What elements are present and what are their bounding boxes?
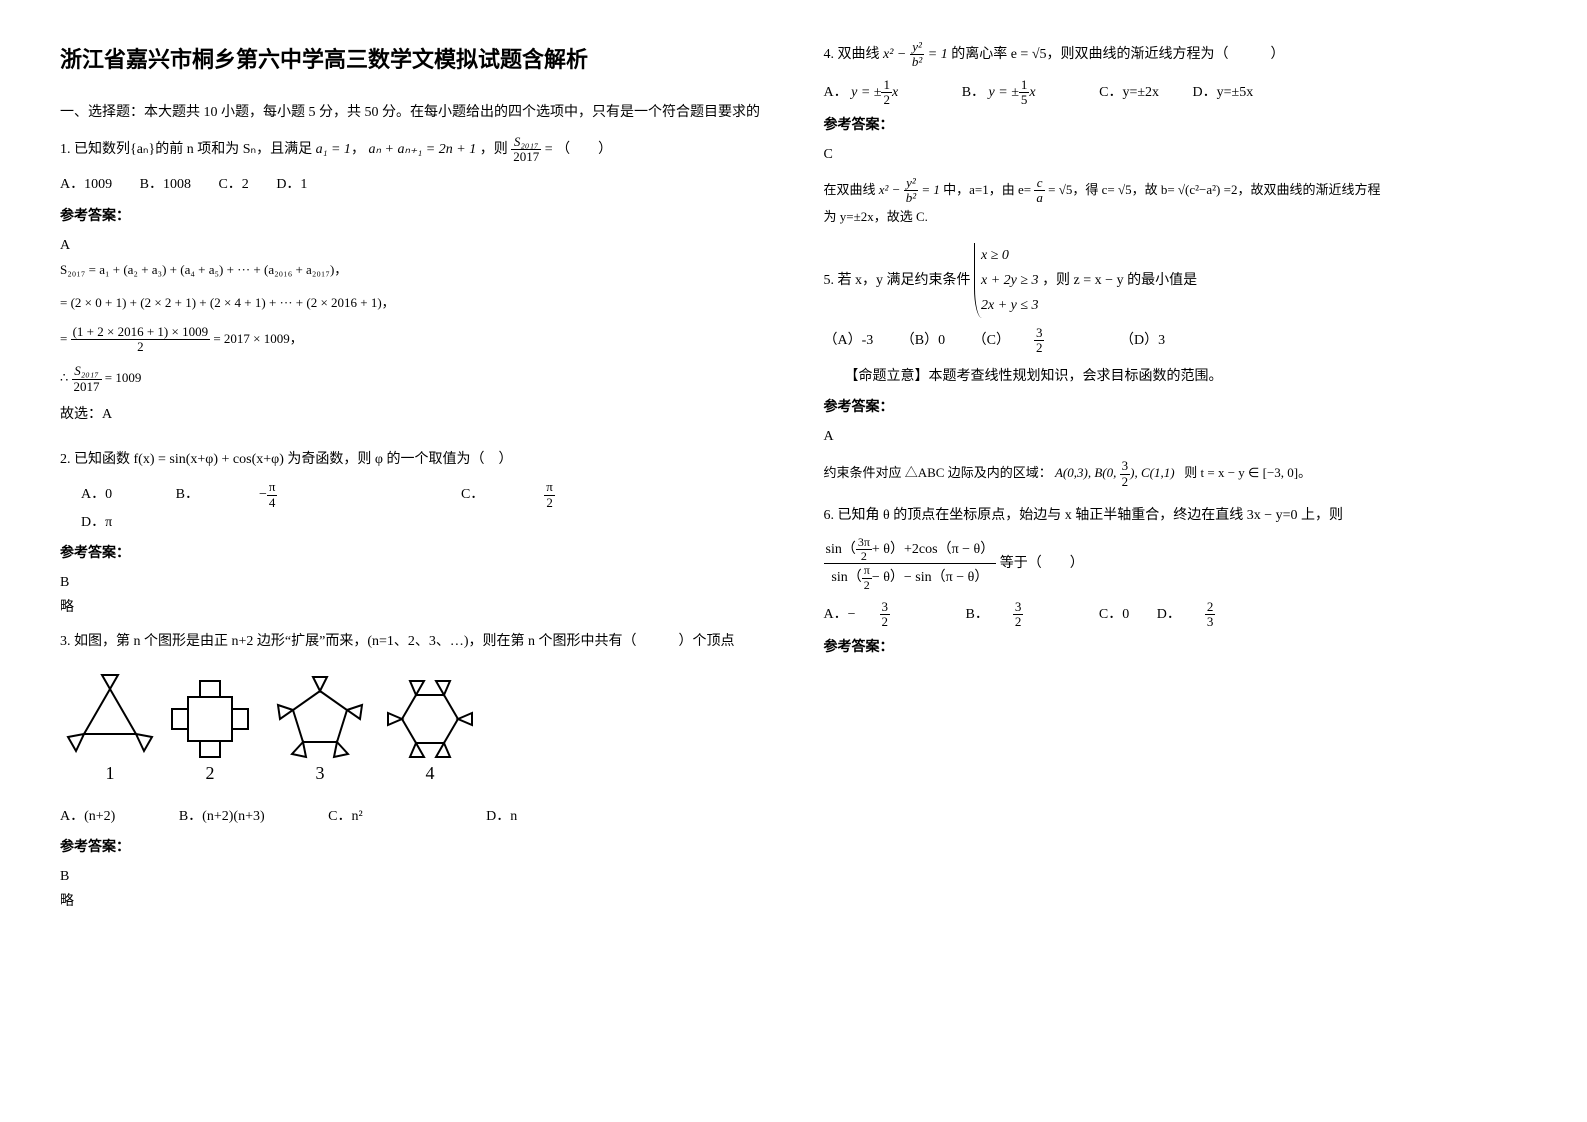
q6-choice-d: D．23	[1157, 600, 1264, 630]
question-1: 1. 已知数列{aₙ}的前 n 项和为 Sₙ，且满足 a₁ = 1， aₙ + …	[60, 135, 764, 165]
q4-work: 在双曲线 x² − y²b² = 1 中，a=1，由 e= ca = √5，得 …	[824, 176, 1528, 206]
svg-text:4: 4	[426, 763, 435, 783]
q1-choices: A．1009 B．1008 C．2 D．1	[60, 172, 764, 197]
q5-system: x ≥ 0 x + 2y ≥ 3 2x + y ≤ 3	[974, 243, 1039, 319]
q4-choices: A． y = ±12x B． y = ±15x C．y=±2x D．y=±5x	[824, 78, 1528, 108]
question-6: 6. 已知角 θ 的顶点在坐标原点，始边与 x 轴正半轴重合，终边在直线 3x …	[824, 503, 1528, 528]
q6-fraction: sin（3π2+ θ）+2cos（π − θ） sin（π2− θ）− sin（…	[824, 536, 1528, 592]
q4-choice-b: B． y = ±15x	[962, 78, 1036, 108]
q1-stem: 1. 已知数列{aₙ}的前 n 项和为 Sₙ，且满足	[60, 142, 312, 157]
q1-answer-label: 参考答案：	[60, 204, 764, 229]
q1-work1: S₂₀₁₇ = a₁ + (a₂ + a₃) + (a₄ + a₅) + ···…	[60, 258, 764, 281]
q5-choice-a: （A）-3	[824, 328, 874, 353]
q3-figure: 1 2 3 4	[60, 664, 764, 794]
q6-choice-c: C．0	[1099, 602, 1129, 627]
q3-answer-label: 参考答案：	[60, 835, 764, 860]
question-4: 4. 双曲线 x² − y²b² = 1 的离心率 e = √5，则双曲线的渐近…	[824, 40, 1528, 70]
question-2: 2. 已知函数 f(x) = sin(x+φ) + cos(x+φ) 为奇函数，…	[60, 447, 764, 472]
svg-text:2: 2	[206, 763, 215, 783]
q3-choices: A．(n+2) B．(n+2)(n+3) C．n² D．n	[60, 804, 764, 829]
q4-choice-a: A． y = ±12x	[824, 78, 899, 108]
q2-choice-c: C．π2	[461, 480, 675, 510]
q2-choice-a: A．0	[81, 482, 112, 507]
q1-answer: A	[60, 233, 764, 258]
q5-answer-label: 参考答案：	[824, 395, 1528, 420]
q3-choice-c: C．n²	[328, 804, 423, 829]
q3-choice-a: A．(n+2)	[60, 804, 115, 829]
q1-work2: = (2 × 0 + 1) + (2 × 2 + 1) + (2 × 4 + 1…	[60, 291, 764, 314]
q1-cond2: aₙ + aₙ₊₁ = 2n + 1	[368, 142, 476, 157]
q4-choice-d: D．y=±5x	[1193, 80, 1254, 105]
q2-choice-b: B．−π4	[176, 480, 398, 510]
q5-choice-d: （D）3	[1120, 328, 1165, 353]
q2-answer-label: 参考答案：	[60, 541, 764, 566]
q6-choice-b: B．32	[966, 600, 1072, 630]
q2-omit: 略	[60, 595, 764, 620]
q1-work4: ∴ S₂₀₁₇2017 = 1009	[60, 364, 764, 394]
page-title: 浙江省嘉兴市桐乡第六中学高三数学文模拟试题含解析	[60, 40, 764, 80]
q5-work: 约束条件对应 △ABC 边际及内的区域： A(0,3), B(0, 32), C…	[824, 459, 1528, 489]
q3-answer: B	[60, 864, 764, 889]
q4-choice-c: C．y=±2x	[1099, 80, 1159, 105]
q3-omit: 略	[60, 889, 764, 914]
q4-work-end: 为 y=±2x，故选 C.	[824, 205, 1528, 228]
q1-work3: = (1 + 2 × 2016 + 1) × 10092 = 2017 × 10…	[60, 325, 764, 355]
question-3: 3. 如图，第 n 个图形是由正 n+2 边形“扩展”而来，(n=1、2、3、……	[60, 629, 764, 654]
q3-choice-d: D．n	[486, 804, 517, 829]
q4-answer: C	[824, 142, 1528, 167]
q1-choice-d: D．1	[276, 172, 307, 197]
q3-choice-b: B．(n+2)(n+3)	[179, 804, 265, 829]
q4-answer-label: 参考答案：	[824, 113, 1528, 138]
q6-choice-a: A．−32	[824, 600, 939, 630]
q1-cond1: a₁ = 1	[316, 142, 351, 157]
q1-then: ，则	[480, 142, 508, 157]
q1-choice-a: A．1009	[60, 172, 112, 197]
q1-frac: S₂₀₁₇ 2017	[511, 135, 541, 165]
q5-choices: （A）-3 （B）0 （C）32 （D）3	[824, 326, 1528, 356]
q5-choice-b: （B）0	[901, 328, 945, 353]
section-heading: 一、选择题：本大题共 10 小题，每小题 5 分，共 50 分。在每小题给出的四…	[60, 100, 764, 125]
svg-text:1: 1	[106, 763, 115, 783]
svg-text:3: 3	[316, 763, 325, 783]
q5-note: 【命题立意】本题考查线性规划知识，会求目标函数的范围。	[845, 364, 1528, 389]
q5-choice-c: （C）32	[973, 326, 1093, 356]
q6-choices: A．−32 B．32 C．0 D．23	[824, 600, 1528, 630]
q2-choices: A．0 B．−π4 C．π2 D．π	[81, 480, 764, 535]
q1-choice-c: C．2	[218, 172, 248, 197]
q2-answer: B	[60, 570, 764, 595]
q2-choice-d: D．π	[81, 510, 112, 535]
q6-answer-label: 参考答案：	[824, 635, 1528, 660]
q1-choice-b: B．1008	[140, 172, 191, 197]
q1-conclusion: 故选：A	[60, 402, 764, 427]
q1-tail: = （ ）	[545, 142, 612, 157]
question-5: 5. 若 x，y 满足约束条件 x ≥ 0 x + 2y ≥ 3 2x + y …	[824, 243, 1528, 319]
q5-answer: A	[824, 424, 1528, 449]
